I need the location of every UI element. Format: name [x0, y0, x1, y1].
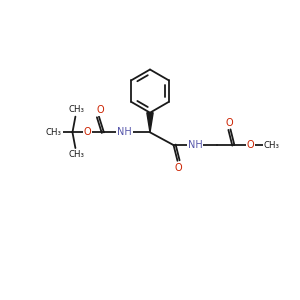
Text: CH₃: CH₃	[68, 150, 84, 159]
Text: CH₃: CH₃	[68, 105, 84, 114]
Text: O: O	[226, 118, 233, 128]
Text: NH: NH	[188, 140, 203, 150]
Text: O: O	[175, 163, 182, 173]
Text: O: O	[83, 127, 91, 137]
Text: O: O	[246, 140, 254, 150]
Polygon shape	[147, 113, 153, 132]
Text: CH₃: CH₃	[264, 141, 280, 150]
Text: NH: NH	[117, 127, 132, 137]
Text: O: O	[96, 105, 104, 115]
Text: CH₃: CH₃	[46, 128, 62, 137]
